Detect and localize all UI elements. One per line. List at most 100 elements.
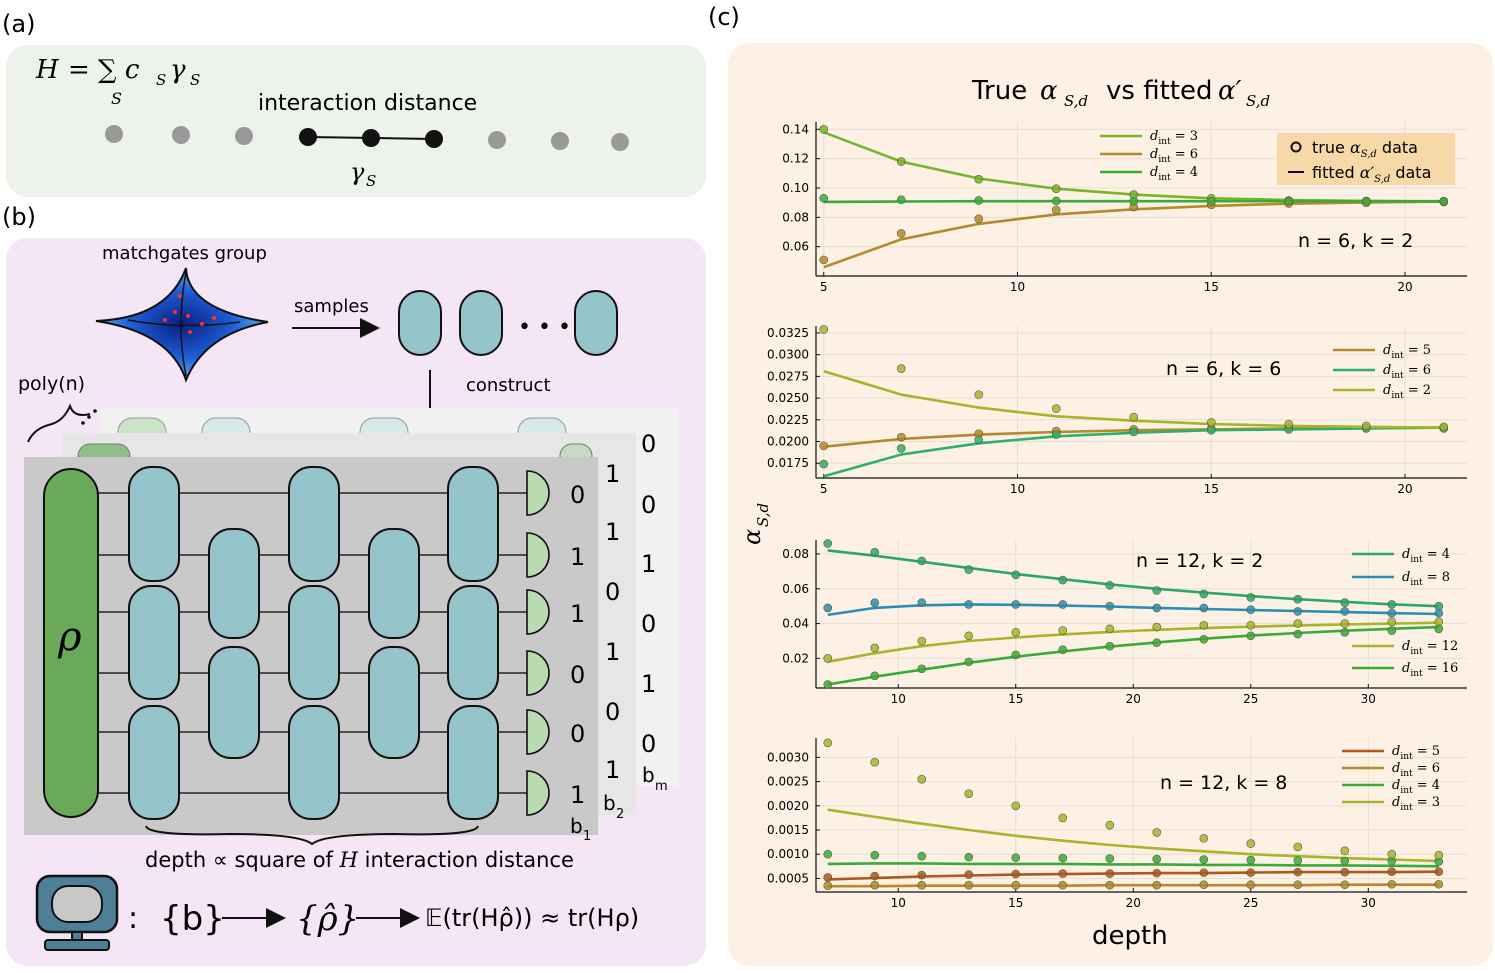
legend-d: d	[1402, 639, 1410, 654]
true-data-point	[1439, 422, 1449, 432]
legend-true-sub: S,d	[1361, 149, 1377, 160]
true-data-point	[974, 435, 984, 445]
depth-caption: depth ∝ square of H interaction distance	[145, 848, 574, 872]
true-data-point	[1152, 586, 1162, 595]
x-tick-label: 20	[1397, 482, 1412, 496]
x-tick-label: 10	[1010, 280, 1025, 294]
true-data-point	[1011, 801, 1021, 811]
true-data-point	[964, 789, 974, 798]
true-data-point	[964, 657, 974, 667]
true-data-point	[917, 870, 927, 880]
true-data-point	[1361, 196, 1371, 206]
true-data-point	[964, 565, 974, 574]
true-data-point	[1434, 850, 1444, 860]
gamma-label: γ	[350, 158, 365, 186]
qubit-chain	[105, 125, 629, 151]
legend-entry: dint = 3	[1150, 129, 1198, 147]
true-data-point	[1434, 879, 1444, 889]
title-sub2: S,d	[1246, 92, 1270, 110]
y-tick-label: 0.12	[782, 152, 809, 166]
true-data-point	[823, 539, 833, 548]
legend-eq: = 6	[1404, 363, 1431, 378]
y-tick-label: 0.14	[782, 122, 809, 136]
legend-int: int	[1410, 555, 1423, 565]
legend-true-alpha: α	[1350, 138, 1361, 157]
true-data-point	[1246, 880, 1256, 890]
true-data-point	[1011, 600, 1021, 609]
true-data-point	[1246, 839, 1256, 848]
legend-entry: dint = 2	[1383, 383, 1431, 401]
formula-colon: :	[128, 901, 138, 936]
true-data-point	[1246, 855, 1256, 865]
qubit-dot	[105, 125, 123, 143]
legend-eq: = 12	[1423, 639, 1459, 654]
true-data-point	[1011, 880, 1021, 890]
true-data-point	[1293, 856, 1303, 865]
true-data-point	[1434, 624, 1444, 634]
true-data-point	[870, 547, 880, 557]
legend-eq: = 4	[1423, 547, 1450, 562]
true-data-point	[1058, 869, 1068, 878]
legend-d: d	[1392, 744, 1400, 759]
true-data-point	[1011, 627, 1021, 637]
legend-d: d	[1402, 570, 1410, 585]
true-data-point	[1434, 867, 1444, 876]
true-data-point	[1058, 645, 1068, 654]
true-data-point	[1284, 419, 1294, 429]
construct-label: construct	[466, 375, 551, 396]
true-data-point	[1284, 196, 1294, 206]
y-tick-label: 0.0300	[767, 348, 809, 362]
x-tick-label: 25	[1243, 692, 1258, 706]
true-data-point	[896, 364, 906, 373]
legend-int: int	[1391, 351, 1404, 361]
front-bit: 0	[570, 481, 585, 509]
x-tick-label: 5	[820, 280, 828, 294]
mid-bit: 0	[605, 578, 620, 606]
front-bit: 1	[570, 543, 585, 571]
circuit-layer-1: 0 1 1 0 0 1 ρ b 1	[24, 457, 598, 844]
qubit-dot	[551, 132, 569, 150]
b2-label: b	[603, 791, 616, 815]
legend-d: d	[1392, 795, 1400, 810]
legend-eq: = 4	[1413, 778, 1440, 793]
legend-int: int	[1410, 647, 1423, 657]
sampled-gates	[398, 290, 618, 356]
legend-eq: = 2	[1404, 383, 1431, 398]
legend-entry: dint = 5	[1383, 343, 1431, 361]
measurement-icon	[526, 532, 550, 578]
x-tick-label: 5	[820, 482, 828, 496]
interaction-distance-label: interaction distance	[258, 91, 477, 116]
legend-d: d	[1383, 343, 1391, 358]
true-data-point	[823, 873, 833, 882]
true-data-point	[1199, 833, 1209, 843]
true-data-point	[1051, 205, 1061, 215]
true-data-point	[1105, 624, 1115, 634]
legend-d: d	[1392, 761, 1400, 776]
true-data-point	[1105, 820, 1115, 830]
y-tick-label: 0.0025	[767, 775, 809, 789]
qubit-dot	[488, 131, 506, 149]
true-data-point	[917, 851, 927, 861]
true-data-point	[1439, 196, 1449, 206]
true-data-point	[1011, 853, 1021, 862]
back-bit: 0	[641, 430, 656, 458]
back-bit: 0	[641, 610, 656, 638]
true-data-point	[1293, 867, 1303, 877]
legend-int: int	[1410, 578, 1423, 588]
true-data-point	[1105, 854, 1115, 863]
y-tick-label: 0.0225	[767, 413, 809, 427]
legend-eq: = 8	[1423, 570, 1450, 585]
chart-subplot: 5 10 15 20 0.0175 0.0200 0.0225 0.0250 0.0275 0.0…	[767, 325, 1467, 496]
matchgate	[128, 705, 180, 820]
true-data-point	[819, 125, 829, 134]
matchgate	[288, 585, 340, 700]
charts-container: 5 10 15 20 0.06 0.08 0.10 0.12 0.14 n = 6, k = 2 d…	[767, 122, 1467, 910]
eq-sub-gamma: S	[190, 71, 200, 89]
y-tick-label: 0.0020	[767, 799, 809, 813]
true-data-point	[870, 871, 880, 881]
legend-entry: dint = 6	[1150, 147, 1198, 165]
true-data-point	[819, 255, 829, 265]
true-data-point	[896, 195, 906, 205]
x-tick-label: 15	[1204, 280, 1219, 294]
legend-entry: dint = 12	[1402, 639, 1458, 657]
